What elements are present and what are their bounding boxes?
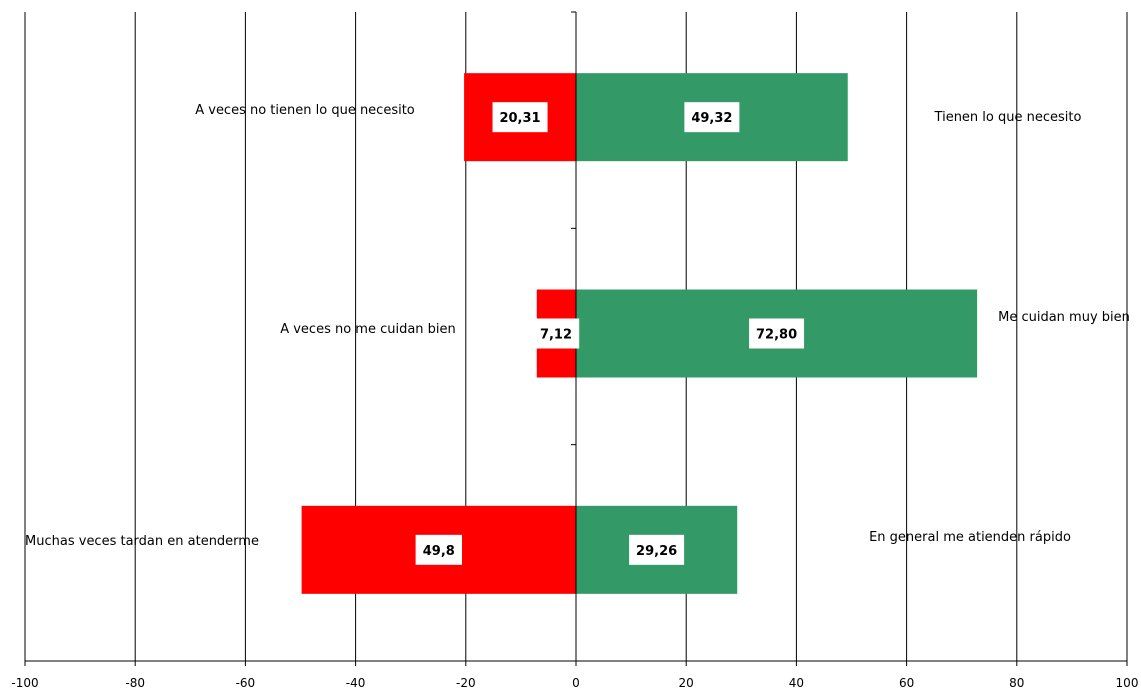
x-tick-label: 20	[679, 676, 694, 690]
x-tick-label: 40	[789, 676, 804, 690]
data-label-negative: 49,8	[423, 544, 455, 559]
data-label-positive: 49,32	[691, 111, 732, 126]
category-label-negative: Muchas veces tardan en atenderme	[25, 534, 259, 549]
data-label-positive: 29,26	[636, 544, 677, 559]
x-tick-label: -60	[236, 676, 256, 690]
category-label-negative: A veces no me cuidan bien	[280, 322, 456, 337]
x-tick-label: 80	[1009, 676, 1024, 690]
data-label-negative: 7,12	[540, 328, 572, 343]
data-label-positive-box	[629, 534, 685, 565]
data-label-negative-box	[492, 102, 548, 133]
labels: -100 -80 -60 -40 -20 0 20 40 60 80 100 20,31 49,32 7,…	[11, 102, 1138, 690]
x-tick-label: -40	[346, 676, 366, 690]
category-label-positive: Me cuidan muy bien	[998, 310, 1130, 325]
category-label-negative: A veces no tienen lo que necesito	[195, 103, 415, 118]
data-label-negative-box	[532, 318, 580, 349]
x-tick-label: 0	[572, 676, 580, 690]
x-tick-label: -100	[11, 676, 38, 690]
x-tick-label: 60	[899, 676, 914, 690]
data-label-negative-box	[415, 534, 463, 565]
x-tick-label: 100	[1116, 676, 1139, 690]
x-tick-label: -80	[125, 676, 145, 690]
bars	[301, 73, 978, 594]
data-label-positive-box	[749, 318, 805, 349]
data-label-negative: 20,31	[499, 111, 540, 126]
category-label-positive: Tienen lo que necesito	[934, 110, 1082, 125]
x-tick-label: -20	[456, 676, 476, 690]
data-label-positive-box	[684, 102, 740, 133]
category-label-positive: En general me atienden rápido	[869, 530, 1071, 545]
data-label-positive: 72,80	[756, 328, 797, 343]
